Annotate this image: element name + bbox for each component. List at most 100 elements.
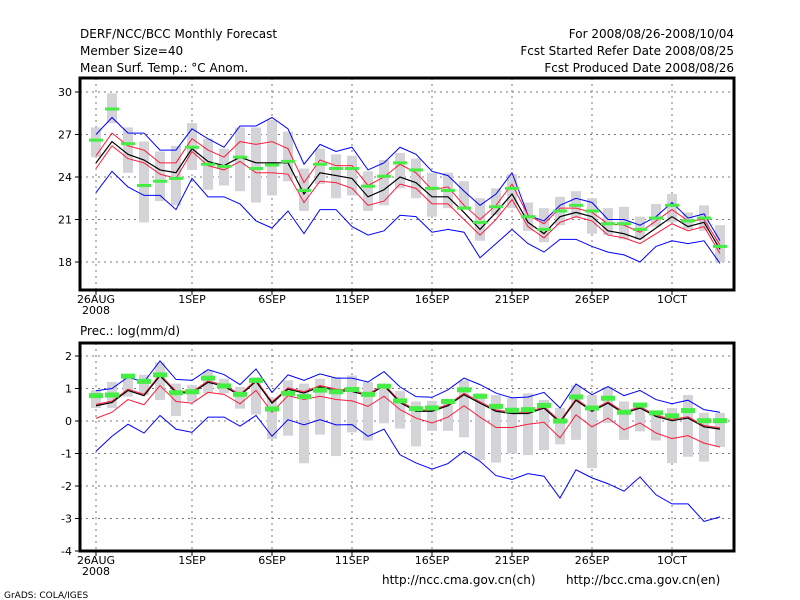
y-tick-label: 1 [65, 383, 72, 396]
ensemble-range-box [379, 160, 389, 206]
ensemble-range-box [331, 154, 341, 199]
forecast-marker [601, 222, 615, 226]
x-tick-year-label: 2008 [82, 565, 110, 578]
forecast-marker [393, 161, 407, 165]
ensemble-range-box [283, 380, 293, 436]
plot-frame [78, 341, 736, 553]
ensemble-range-box [123, 373, 133, 397]
plot-frame [78, 76, 736, 292]
forecast-marker [137, 378, 151, 384]
forecast-marker [665, 413, 679, 419]
forecast-marker [185, 389, 199, 395]
forecast-marker [697, 216, 711, 220]
ensemble-range-box [251, 127, 261, 203]
forecast-marker [489, 403, 503, 409]
y-tick-label: -1 [61, 448, 72, 461]
x-tick-label: 26AUG [77, 554, 115, 567]
ensemble-range-box [363, 382, 373, 441]
bcc-link[interactable]: http://bcc.cma.gov.cn(en) [566, 573, 720, 587]
forecast-marker [681, 219, 695, 223]
ensemble-range-box [411, 401, 421, 447]
forecast-marker [153, 179, 167, 183]
forecast-marker [425, 405, 439, 411]
forecast-marker [393, 398, 407, 404]
forecast-marker [665, 203, 679, 207]
forecast-marker [457, 387, 471, 393]
ensemble-min-line [95, 414, 721, 522]
forecast-marker [537, 402, 551, 408]
x-tick-label: 21SEP [495, 554, 530, 567]
ensemble-range-box [651, 203, 661, 227]
ensemble-range-box [619, 401, 629, 440]
forecast-marker [601, 395, 615, 401]
spread-upper-line [95, 373, 721, 429]
forecast-marker [649, 216, 663, 220]
forecast-marker [505, 186, 519, 190]
forecast-marker [409, 168, 423, 172]
ensemble-range-box [459, 380, 469, 438]
ensemble-range-box [427, 400, 437, 431]
ensemble-range-box [155, 151, 165, 202]
x-tick-label: 26AUG [77, 293, 115, 306]
ensemble-range-box [507, 398, 517, 454]
ensemble-range-box [587, 198, 597, 234]
forecast-marker [617, 222, 631, 226]
forecast-marker [521, 215, 535, 219]
ensemble-max-line [95, 116, 721, 242]
ensemble-range-box [715, 412, 725, 447]
y-tick-label: 27 [58, 129, 72, 142]
ensemble-range-box [235, 386, 245, 409]
forecast-marker [169, 176, 183, 180]
y-tick-label: -3 [61, 513, 72, 526]
x-tick-label: 26SEP [575, 293, 610, 306]
ensemble-min-line [95, 170, 721, 264]
ensemble-range-box [635, 403, 645, 432]
spread-lower-line [95, 384, 721, 448]
ncc-link[interactable]: http://ncc.cma.gov.cn(ch) [382, 573, 536, 587]
y-tick-label: 30 [58, 86, 72, 99]
ensemble-range-box [347, 155, 357, 196]
forecast-marker [537, 227, 551, 231]
forecast-period: For 2008/08/26-2008/10/04 [569, 27, 734, 41]
forecast-marker [473, 393, 487, 399]
forecast-marker [329, 389, 343, 395]
y-tick-label: -2 [61, 480, 72, 493]
x-tick-label: 1SEP [178, 554, 206, 567]
y-tick-label: 2 [65, 350, 72, 363]
ensemble-range-box [603, 386, 613, 423]
forecast-marker [169, 390, 183, 396]
x-tick-year-label: 2008 [82, 304, 110, 317]
x-tick-label: 6SEP [258, 293, 286, 306]
ensemble-range-box [283, 131, 293, 182]
ensemble-mean-line [95, 374, 721, 430]
forecast-marker [153, 372, 167, 378]
ensemble-range-box [555, 408, 565, 445]
ensemble-range-box [539, 208, 549, 243]
ensemble-range-box [315, 378, 325, 435]
precip-panel-title: Prec.: log(mm/d) [80, 324, 180, 338]
forecast-marker [457, 206, 471, 210]
forecast-marker [217, 164, 231, 168]
ensemble-range-box [379, 383, 389, 424]
forecast-marker [313, 387, 327, 393]
forecast-marker [697, 418, 711, 424]
forecast-marker [473, 220, 487, 224]
ensemble-range-box [331, 377, 341, 457]
forecast-marker [233, 155, 247, 159]
forecast-marker [265, 163, 279, 167]
forecast-marker [489, 205, 503, 209]
ensemble-range-box [139, 374, 149, 395]
ensemble-range-box [459, 181, 469, 209]
forecast-marker [441, 188, 455, 192]
forecast-marker [553, 418, 567, 424]
forecast-marker [185, 145, 199, 149]
forecast-marker [521, 407, 535, 413]
ensemble-range-box [235, 127, 245, 192]
forecast-marker [553, 209, 567, 213]
x-tick-label: 16SEP [415, 554, 450, 567]
ensemble-range-box [91, 127, 101, 158]
forecast-marker [441, 399, 455, 404]
ensemble-range-box [299, 383, 309, 464]
forecast-marker [313, 162, 327, 166]
